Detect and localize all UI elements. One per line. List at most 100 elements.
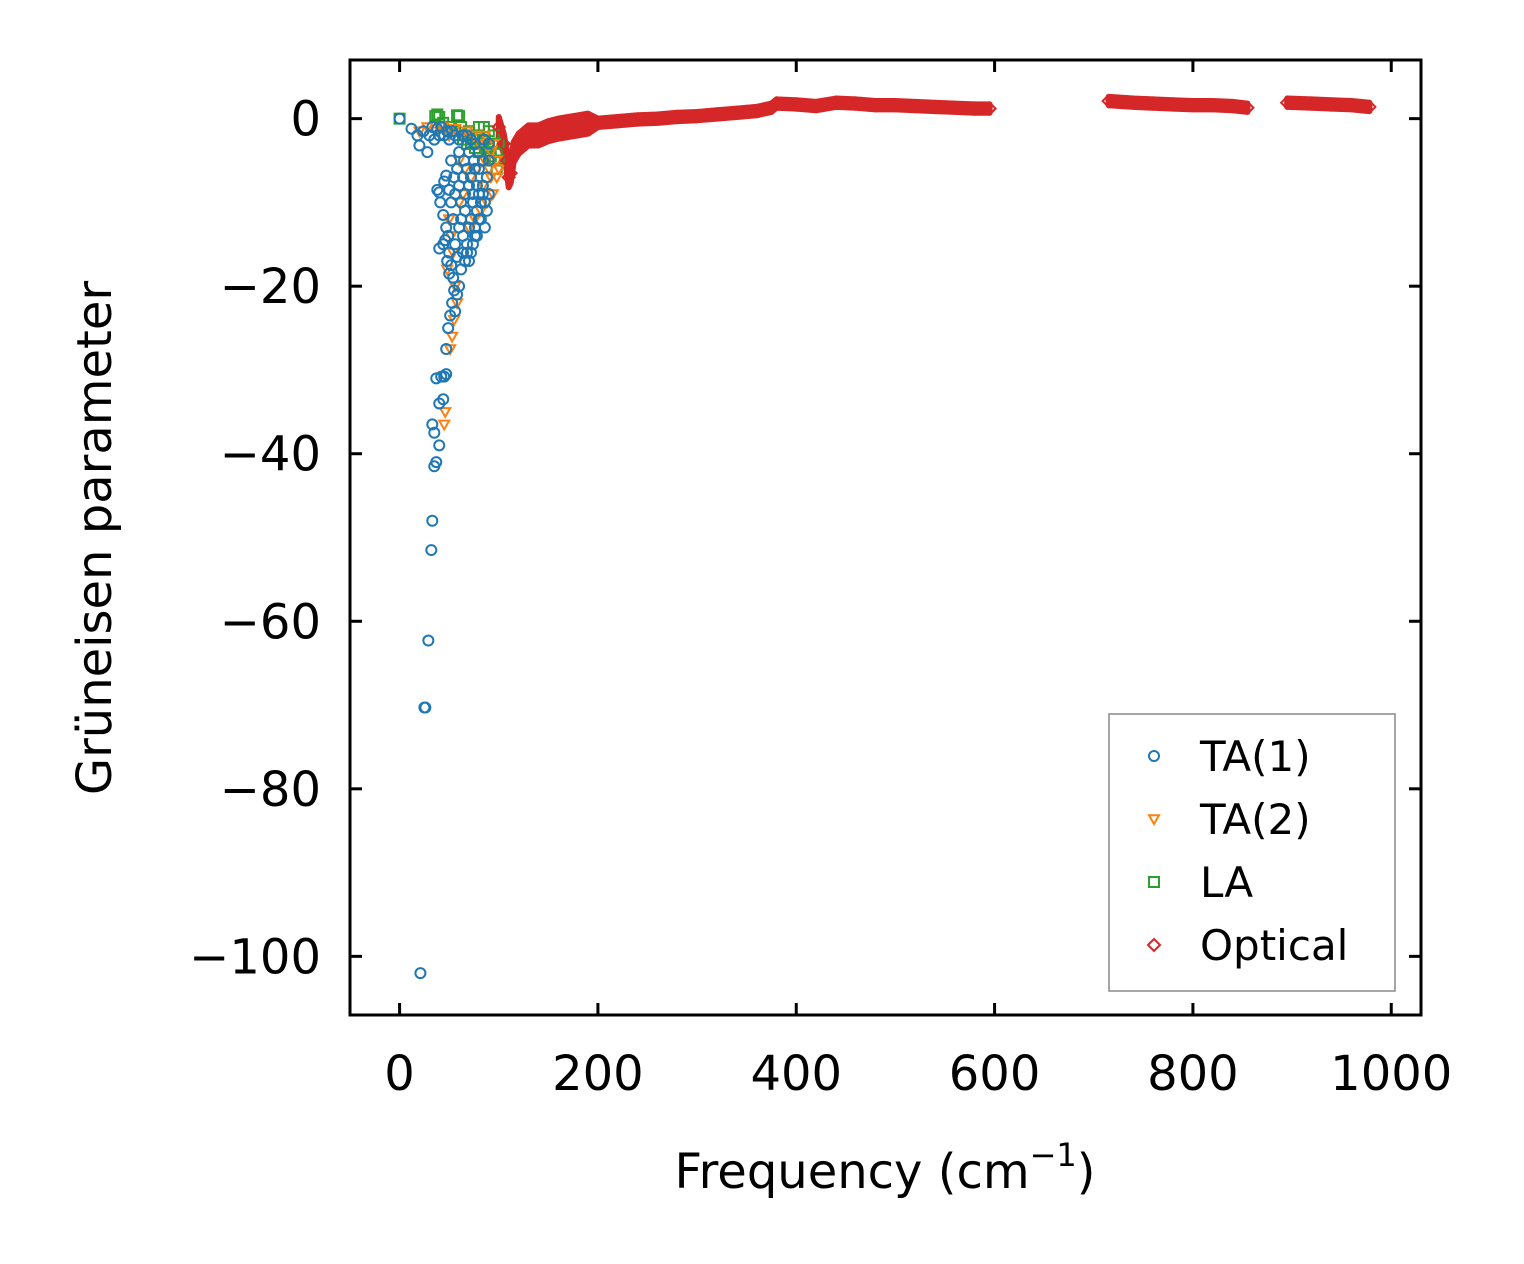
la-point-34 bbox=[472, 121, 485, 134]
x-axis-label-main: Frequency (cm bbox=[674, 1144, 1029, 1200]
optical-point-20 bbox=[689, 108, 705, 124]
ta1-point-106 bbox=[451, 288, 464, 301]
ta1-point-110 bbox=[461, 246, 474, 259]
optical-point-8 bbox=[521, 127, 536, 143]
optical-point-39 bbox=[1145, 96, 1161, 111]
optical-point-6 bbox=[511, 136, 526, 152]
y-tick-label: 0 bbox=[290, 92, 321, 148]
ta1-point-63 bbox=[441, 255, 454, 268]
ta1-point-103 bbox=[482, 154, 495, 167]
ta1-point-121 bbox=[482, 188, 495, 201]
plot-frame bbox=[348, 58, 1423, 1017]
ta1-point-111 bbox=[463, 255, 475, 268]
x-axis-label-exponent: −1 bbox=[1030, 1136, 1077, 1174]
y-axis-label: Grüneisen parameter bbox=[67, 281, 123, 796]
ta1-point-32 bbox=[437, 208, 450, 221]
legend-marker-optical bbox=[1146, 937, 1162, 953]
ta1-point-5 bbox=[421, 146, 434, 159]
ta2-point-31 bbox=[445, 331, 459, 344]
ta1-point-58 bbox=[419, 701, 432, 714]
optical-point-21 bbox=[709, 107, 725, 122]
x-tick-label: 0 bbox=[384, 1046, 415, 1102]
optical-point-30 bbox=[868, 97, 883, 113]
legend-label-optical: Optical bbox=[1200, 921, 1348, 970]
ta1-point-49 bbox=[426, 418, 439, 431]
ta1-point-3 bbox=[413, 139, 426, 152]
optical-point-23 bbox=[749, 103, 764, 119]
y-tick-label: −20 bbox=[220, 259, 321, 315]
optical-point-33 bbox=[927, 99, 943, 115]
tick-layer: 0 200 400 600 800 1000 0 −20 −40 −60 −80 −100 bbox=[189, 60, 1452, 1102]
optical-point-43 bbox=[1225, 98, 1240, 114]
ta1-point-93 bbox=[449, 188, 462, 201]
legend-label-ta1: TA(1) bbox=[1199, 732, 1311, 781]
ta1-point-62 bbox=[439, 234, 452, 247]
optical-point-7 bbox=[516, 132, 531, 147]
ta1-point-27 bbox=[434, 196, 447, 209]
optical-point-9 bbox=[531, 127, 546, 143]
optical-point-25 bbox=[769, 96, 784, 111]
ta1-point-29 bbox=[440, 169, 453, 182]
ta1-point-53 bbox=[430, 456, 443, 469]
ta1-point-41 bbox=[442, 322, 455, 335]
ta1-point-90 bbox=[468, 162, 481, 175]
ta1-point-119 bbox=[478, 221, 491, 234]
optical-point-46 bbox=[1304, 96, 1320, 111]
ta1-point-55 bbox=[425, 544, 438, 557]
optical-point-17 bbox=[630, 112, 645, 127]
ta1-point-54 bbox=[426, 514, 439, 527]
ta1-point-105 bbox=[453, 280, 466, 293]
plot-layer bbox=[393, 93, 1377, 980]
x-tick-label: 1000 bbox=[1330, 1046, 1452, 1102]
legend: TA(1) TA(2) LA Optical bbox=[1108, 713, 1396, 992]
ta1-point-116 bbox=[472, 213, 485, 226]
legend-label-ta2: TA(2) bbox=[1199, 795, 1311, 844]
optical-point-35 bbox=[967, 101, 983, 117]
ta1-point-117 bbox=[474, 196, 487, 209]
ta1-point-108 bbox=[457, 246, 470, 259]
ta1-point-42 bbox=[440, 343, 453, 356]
optical-point-45 bbox=[1279, 95, 1295, 111]
ta1-point-33 bbox=[440, 221, 453, 234]
optical-point-15 bbox=[590, 115, 606, 131]
ta1-point-109 bbox=[459, 255, 472, 268]
optical-point-44 bbox=[1240, 100, 1255, 116]
ta2-point-41 bbox=[492, 164, 506, 176]
y-tick-label: −60 bbox=[220, 594, 321, 650]
ta1-point-91 bbox=[470, 179, 483, 192]
x-tick-label: 600 bbox=[949, 1046, 1041, 1102]
optical-point-26 bbox=[788, 96, 804, 112]
optical-point-32 bbox=[907, 98, 923, 114]
optical-point-28 bbox=[828, 95, 844, 111]
y-tick-label: −100 bbox=[189, 929, 321, 985]
ta1-point-107 bbox=[449, 305, 462, 318]
ta2-point-18 bbox=[476, 180, 490, 193]
ta1-point-46 bbox=[435, 370, 448, 383]
x-tick-label: 800 bbox=[1147, 1046, 1239, 1102]
y-tick-label: −40 bbox=[220, 427, 321, 483]
ta1-point-64 bbox=[443, 267, 456, 280]
ta1-point-25 bbox=[431, 183, 444, 196]
legend-label-la: LA bbox=[1200, 858, 1253, 907]
legend-marker-ta1 bbox=[1148, 750, 1160, 762]
ta1-point-56 bbox=[422, 634, 435, 647]
ta1-point-112 bbox=[464, 246, 477, 259]
ta1-point-102 bbox=[480, 171, 493, 184]
ta1-point-59 bbox=[414, 967, 427, 980]
ta1-point-72 bbox=[463, 221, 475, 234]
ta1-point-50 bbox=[428, 426, 441, 439]
x-tick-label: 400 bbox=[750, 1046, 842, 1102]
optical-point-42 bbox=[1205, 97, 1221, 113]
optical-point-19 bbox=[669, 109, 685, 125]
optical-point-40 bbox=[1165, 96, 1181, 112]
legend-marker-ta2 bbox=[1147, 814, 1161, 827]
optical-point-0 bbox=[491, 119, 507, 135]
x-tick-label: 200 bbox=[552, 1046, 644, 1102]
ta1-point-92 bbox=[447, 213, 460, 226]
optical-point-1 bbox=[496, 136, 512, 152]
y-tick-label: −80 bbox=[220, 762, 321, 818]
optical-point-38 bbox=[1126, 95, 1141, 111]
optical-point-22 bbox=[729, 105, 745, 121]
optical-point-48 bbox=[1344, 97, 1359, 113]
